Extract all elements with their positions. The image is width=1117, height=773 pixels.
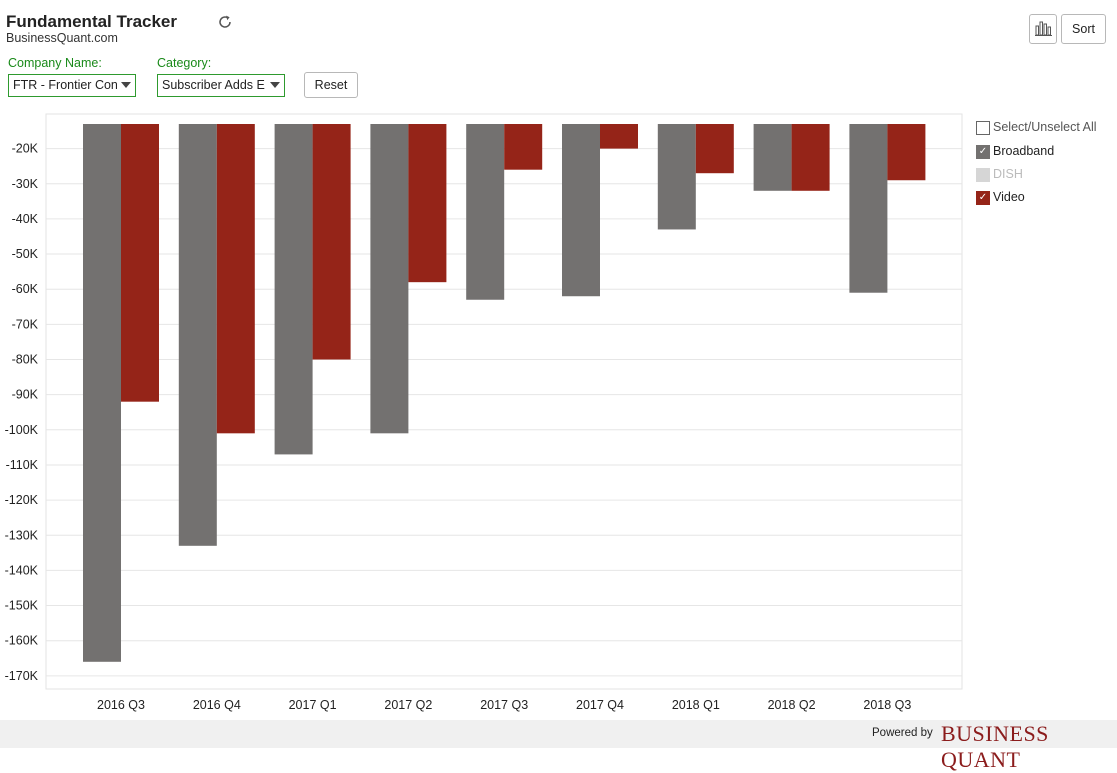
- bar-broadband: [370, 124, 409, 434]
- x-tick-label: 2017 Q2: [384, 698, 432, 712]
- y-tick-label: -120K: [5, 493, 39, 507]
- y-tick-label: -110K: [6, 458, 39, 472]
- legend-label: DISH: [993, 167, 1023, 181]
- powered-by-text: Powered by: [872, 727, 933, 739]
- category-select[interactable]: Subscriber Adds E: [157, 74, 285, 97]
- y-tick-label: -90K: [12, 388, 39, 402]
- y-tick-label: -130K: [5, 528, 39, 542]
- x-tick-label: 2018 Q3: [863, 698, 911, 712]
- x-tick-label: 2016 Q4: [193, 698, 241, 712]
- y-tick-label: -60K: [12, 282, 39, 296]
- company-name-label: Company Name:: [8, 56, 102, 70]
- bar-video: [408, 124, 447, 283]
- footer-bar: [0, 720, 1117, 748]
- x-tick-label: 2018 Q2: [768, 698, 816, 712]
- bar-broadband: [753, 124, 792, 191]
- checkbox-icon: [976, 168, 990, 182]
- brand-logo: BUSINESS QUANT: [941, 721, 1049, 772]
- y-tick-label: -70K: [12, 317, 39, 331]
- sort-button[interactable]: Sort: [1061, 14, 1106, 44]
- bar-broadband: [178, 124, 217, 546]
- legend-label: Video: [993, 190, 1025, 204]
- bar-chart-icon: [1035, 21, 1052, 36]
- x-tick-label: 2018 Q1: [672, 698, 720, 712]
- y-tick-label: -100K: [5, 423, 39, 437]
- bar-video: [695, 124, 734, 174]
- bar-video: [121, 124, 159, 402]
- chart-type-button[interactable]: [1029, 14, 1057, 44]
- legend-label: Broadband: [993, 144, 1055, 158]
- bar-video: [312, 124, 351, 360]
- chevron-down-icon: [270, 82, 280, 88]
- company-select[interactable]: FTR - Frontier Con: [8, 74, 136, 97]
- category-label: Category:: [157, 56, 212, 70]
- bar-broadband: [274, 124, 313, 455]
- bar-broadband: [849, 124, 888, 293]
- check-icon: ✓: [976, 191, 990, 205]
- bar-broadband: [562, 124, 600, 297]
- y-tick-label: -170K: [5, 669, 39, 683]
- y-tick-label: -140K: [5, 563, 39, 577]
- reset-button[interactable]: Reset: [304, 72, 358, 98]
- bar-video: [504, 124, 543, 170]
- refresh-icon[interactable]: [216, 13, 234, 31]
- bar-broadband: [83, 124, 121, 662]
- x-tick-label: 2017 Q4: [576, 698, 624, 712]
- y-tick-label: -40K: [12, 212, 39, 226]
- x-tick-label: 2016 Q3: [97, 698, 145, 712]
- x-tick-label: 2017 Q3: [480, 698, 528, 712]
- bar-broadband: [657, 124, 696, 230]
- bar-video: [791, 124, 830, 191]
- bar-chart: -20K -30K -40K -50K -60K -70K -80K -90K -100K -11…: [5, 113, 963, 712]
- y-tick-label: -30K: [12, 177, 39, 191]
- bar-video: [216, 124, 255, 434]
- y-tick-label: -50K: [12, 247, 39, 261]
- bar-video: [887, 124, 926, 181]
- check-icon: ✓: [976, 145, 990, 159]
- x-tick-label: 2017 Q1: [289, 698, 337, 712]
- page-title: Fundamental Tracker: [6, 12, 178, 31]
- chevron-down-icon: [121, 82, 131, 88]
- y-tick-label: -160K: [5, 634, 39, 648]
- site-subtitle: BusinessQuant.com: [6, 31, 118, 45]
- y-tick-label: -20K: [12, 142, 39, 156]
- bar-broadband: [466, 124, 505, 300]
- checkbox-icon: [976, 121, 990, 135]
- legend-select-all-label: Select/Unselect All: [993, 120, 1097, 134]
- company-select-value: FTR - Frontier Con: [13, 78, 117, 92]
- bar-video: [600, 124, 638, 149]
- category-select-value: Subscriber Adds E: [162, 78, 265, 92]
- y-tick-label: -150K: [5, 599, 39, 613]
- y-tick-label: -80K: [12, 353, 39, 367]
